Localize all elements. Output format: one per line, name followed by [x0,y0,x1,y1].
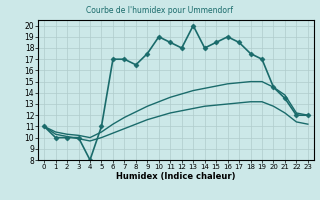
X-axis label: Humidex (Indice chaleur): Humidex (Indice chaleur) [116,172,236,181]
Text: Courbe de l'humidex pour Ummendorf: Courbe de l'humidex pour Ummendorf [86,6,234,15]
